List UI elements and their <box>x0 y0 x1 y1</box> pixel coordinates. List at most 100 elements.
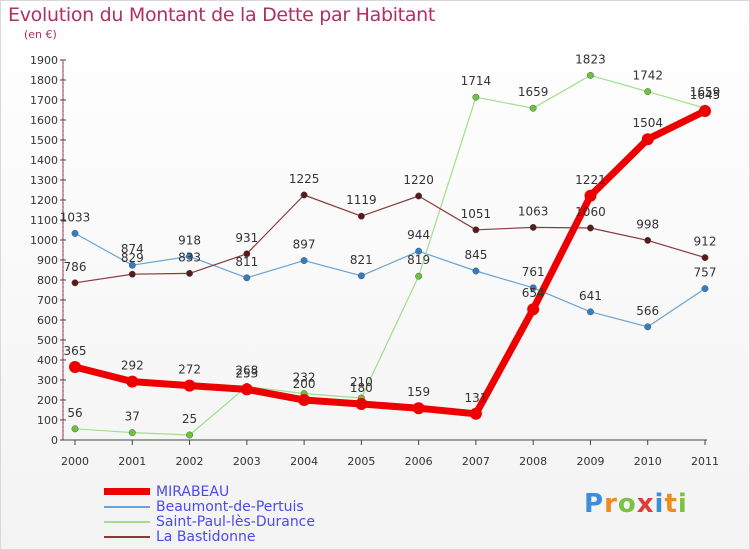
data-point <box>699 105 711 117</box>
data-label: 829 <box>121 251 144 265</box>
series-line-MIRABEAU <box>71 107 709 418</box>
data-point <box>357 272 365 280</box>
legend-swatch <box>104 520 150 523</box>
data-label: 912 <box>694 235 717 249</box>
axes: 0 100 200 300 400 500 600 700 800 900 1000 1100 1200… <box>30 54 719 468</box>
x-tick-label: 2009 <box>576 455 604 468</box>
data-label: 931 <box>235 231 258 245</box>
y-tick-label: 100 <box>37 414 58 427</box>
data-label: 1645 <box>690 88 721 102</box>
data-point <box>128 261 136 269</box>
data-point <box>183 379 196 392</box>
data-point <box>357 212 365 220</box>
data-point <box>128 429 136 437</box>
data-point <box>128 270 136 278</box>
data-label: 1659 <box>690 85 721 99</box>
logo-letter: x <box>636 489 655 519</box>
data-point <box>71 279 79 287</box>
y-tick-label: 400 <box>37 354 58 367</box>
legend-label: La Bastidonne <box>156 528 256 545</box>
data-label: 232 <box>293 371 316 385</box>
legend-item: Beaumont-de-Pertuis <box>104 498 304 515</box>
y-tick-label: 1100 <box>30 214 58 227</box>
y-tick-label: 700 <box>37 294 58 307</box>
data-point <box>415 247 423 255</box>
data-label: 56 <box>67 406 82 420</box>
logo-letter: r <box>604 489 618 519</box>
y-tick-label: 900 <box>37 254 58 267</box>
data-label: 819 <box>407 253 430 267</box>
x-tick-label: 2000 <box>61 455 89 468</box>
data-label: 566 <box>636 304 659 318</box>
data-label: 1225 <box>289 172 320 186</box>
data-label: 1742 <box>632 69 663 83</box>
data-point <box>644 236 652 244</box>
data-label: 1220 <box>403 173 434 187</box>
data-point <box>469 407 482 420</box>
data-point <box>355 398 368 410</box>
data-point <box>71 229 79 237</box>
logo-letter: t <box>664 489 678 519</box>
data-label: 1119 <box>346 193 377 207</box>
y-tick-label: 1600 <box>30 114 58 127</box>
y-tick-label: 800 <box>37 274 58 287</box>
data-point <box>412 402 425 415</box>
series-line-Saint-Paul-lès-Durance <box>74 74 706 436</box>
data-point <box>644 323 652 331</box>
legend-label: Beaumont-de-Pertuis <box>156 498 304 515</box>
data-label: 874 <box>121 242 144 256</box>
data-label: 159 <box>407 385 430 399</box>
legend-item: Saint-Paul-lès-Durance <box>104 514 315 530</box>
data-point <box>587 224 594 232</box>
series-line-La Bastidonne <box>74 194 706 284</box>
data-label: 811 <box>235 255 258 269</box>
data-label: 210 <box>350 375 373 389</box>
data-label: 253 <box>235 366 258 380</box>
data-point <box>300 257 308 265</box>
data-label: 918 <box>178 233 201 247</box>
data-label: 761 <box>522 265 545 279</box>
data-point <box>472 93 480 101</box>
data-point <box>240 383 253 396</box>
data-label: 1033 <box>60 210 91 224</box>
proxiti-logo: Proxiti <box>584 489 688 519</box>
data-point <box>298 394 311 406</box>
logo-letter: P <box>584 489 605 519</box>
x-tick-label: 2007 <box>462 455 490 468</box>
data-point <box>584 189 597 202</box>
data-label: 37 <box>125 410 140 424</box>
logo-letter: i <box>677 489 688 519</box>
data-label: 1714 <box>461 74 492 88</box>
x-tick-label: 2008 <box>519 455 547 468</box>
data-point <box>701 285 709 293</box>
data-point <box>472 267 480 275</box>
series-line-Beaumont-de-Pertuis <box>74 232 706 328</box>
data-label: 1063 <box>518 204 549 218</box>
y-tick-label: 1400 <box>30 154 58 167</box>
legend-item: La Bastidonne <box>104 528 256 545</box>
data-label: 1051 <box>461 207 492 221</box>
data-labels: 1033 874 918 811 897 821 944 845 761 641 566 757 56 3… <box>60 52 721 426</box>
data-point <box>415 192 423 200</box>
data-point <box>587 71 594 79</box>
y-tick-label: 1000 <box>30 234 58 247</box>
data-point <box>186 431 193 439</box>
data-label: 944 <box>407 228 430 242</box>
x-tick-label: 2005 <box>347 455 375 468</box>
legend-item: MIRABEAU <box>104 484 229 500</box>
data-label: 1659 <box>518 85 549 99</box>
data-label: 292 <box>121 359 144 373</box>
data-label: 757 <box>694 266 717 280</box>
data-label: 786 <box>64 260 87 274</box>
series-lines <box>69 71 711 439</box>
data-label: 845 <box>464 248 487 262</box>
data-label: 1823 <box>575 52 606 66</box>
data-point <box>472 226 480 234</box>
y-tick-label: 1200 <box>30 194 58 207</box>
x-tick-label: 2002 <box>176 455 204 468</box>
y-tick-label: 1800 <box>30 74 58 87</box>
data-point <box>186 252 193 260</box>
data-point <box>529 104 537 112</box>
x-tick-label: 2003 <box>233 455 261 468</box>
